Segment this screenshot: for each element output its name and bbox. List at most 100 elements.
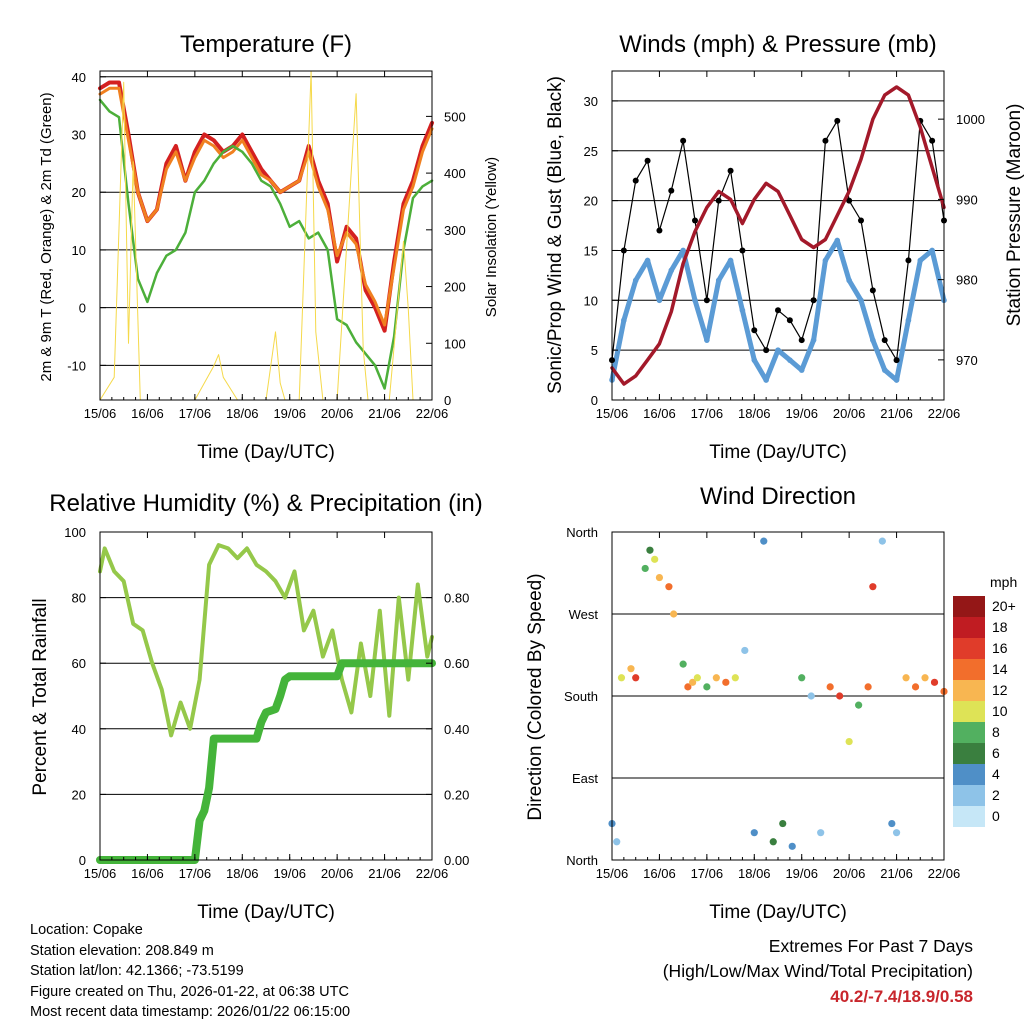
y-tick-label: North xyxy=(566,853,598,868)
x-tick-label: 15/06 xyxy=(596,406,629,421)
x-tick-label: 19/06 xyxy=(273,406,306,421)
solar-insolation-line xyxy=(99,70,433,401)
direction-point xyxy=(741,646,749,655)
x-tick-label: 21/06 xyxy=(880,866,913,881)
figure-created: Figure created on Thu, 2026-01-22, at 06… xyxy=(30,983,349,1000)
x-tick-label: 21/06 xyxy=(368,406,401,421)
legend-label: 6 xyxy=(992,745,1000,761)
extremes-heading: Extremes For Past 7 Days xyxy=(768,936,973,956)
x-tick-label: 20/06 xyxy=(321,866,354,881)
y-tick-label: West xyxy=(569,607,599,622)
direction-point xyxy=(911,683,920,691)
y-right-tick-label: 0 xyxy=(444,393,451,408)
x-tick-label: 17/06 xyxy=(691,406,724,421)
y-right-tick-label: 0.40 xyxy=(444,722,469,737)
temperature-title: Temperature (F) xyxy=(180,31,352,58)
y-right-tick-label: 0.00 xyxy=(444,853,469,868)
temperature-panel: Temperature (F) Time (Day/UTC) 2m & 9m T… xyxy=(38,31,500,463)
station-latlon: Station lat/lon: 42.1366; -73.5199 xyxy=(30,963,244,979)
direction-point xyxy=(641,564,649,573)
x-tick-label: 15/06 xyxy=(596,866,629,881)
x-tick-label: 22/06 xyxy=(416,866,449,881)
direction-point xyxy=(779,819,787,828)
legend-label: 16 xyxy=(992,640,1008,656)
direction-plot: 15/06 16/06 17/06 18/06 19/06 20/06 21/06 22/06… xyxy=(564,525,960,881)
y-right-tick-label: 200 xyxy=(444,280,466,295)
y-tick-label: 30 xyxy=(72,127,86,142)
x-tick-label: 20/06 xyxy=(833,406,866,421)
direction-point xyxy=(798,674,806,682)
direction-point xyxy=(826,683,834,691)
direction-point xyxy=(689,678,697,686)
y-tick-label: 20 xyxy=(584,194,598,209)
legend-swatch xyxy=(953,659,985,680)
legend-label: 4 xyxy=(992,766,1000,782)
total-precipitation-line xyxy=(96,659,436,864)
y-tick-label: 0 xyxy=(79,301,86,316)
direction-point xyxy=(864,683,872,691)
legend-swatch xyxy=(953,617,985,638)
x-tick-label: 17/06 xyxy=(179,406,212,421)
x-tick-label: 19/06 xyxy=(785,866,818,881)
temperature-ylabel: 2m & 9m T (Red, Orange) & 2m Td (Green) xyxy=(38,92,55,381)
x-tick-label: 19/06 xyxy=(785,406,818,421)
direction-point xyxy=(627,665,635,673)
direction-point xyxy=(845,737,853,746)
x-tick-label: 21/06 xyxy=(368,866,401,881)
y-tick-label: 10 xyxy=(72,243,86,258)
y-tick-label: 0 xyxy=(79,853,86,868)
y-right-tick-label: 970 xyxy=(956,353,978,368)
direction-point xyxy=(712,674,720,682)
direction-point xyxy=(892,829,901,837)
relative-humidity-line xyxy=(98,543,434,738)
x-tick-label: 15/06 xyxy=(84,406,117,421)
direction-point xyxy=(750,829,758,837)
direction-point xyxy=(769,838,777,846)
direction-point xyxy=(722,678,730,686)
y-tick-label: North xyxy=(566,525,598,540)
y-tick-label: 80 xyxy=(72,591,86,606)
y-tick-label: 10 xyxy=(584,293,598,308)
x-tick-label: 16/06 xyxy=(643,866,676,881)
direction-point xyxy=(655,573,664,582)
wind-line xyxy=(609,238,947,383)
y-tick-label: 60 xyxy=(72,656,86,671)
y-right-tick-label: 990 xyxy=(956,192,978,207)
winds-xlabel: Time (Day/UTC) xyxy=(709,442,847,463)
humidity-panel: Relative Humidity (%) & Precipitation (i… xyxy=(30,490,483,923)
extremes-value: 40.2/-7.4/18.9/0.58 xyxy=(830,987,973,1006)
x-tick-label: 15/06 xyxy=(84,866,117,881)
direction-point xyxy=(617,674,626,682)
x-tick-label: 20/06 xyxy=(833,866,866,881)
x-tick-label: 22/06 xyxy=(928,406,961,421)
gust-line xyxy=(611,120,945,361)
y-tick-label: 40 xyxy=(72,722,86,737)
winds-ylabel-right: Station Pressure (Maroon) xyxy=(1004,104,1024,327)
direction-point xyxy=(921,674,929,682)
legend-title: mph xyxy=(990,574,1017,590)
x-tick-label: 16/06 xyxy=(131,406,164,421)
direction-point xyxy=(902,674,910,682)
direction-point xyxy=(878,537,886,545)
direction-point xyxy=(807,692,815,700)
legend-swatch xyxy=(953,638,985,659)
y-right-tick-label: 100 xyxy=(444,336,466,351)
y-tick-label: East xyxy=(572,771,598,786)
legend-label: 12 xyxy=(992,682,1008,698)
speed-legend: mph 0 2 4 6 8 10 12 14 16 18 20+ xyxy=(953,574,1017,827)
y-tick-label: 40 xyxy=(72,70,86,85)
direction-point xyxy=(632,674,640,682)
direction-point xyxy=(731,674,739,682)
winds-panel: Winds (mph) & Pressure (mb) Time (Day/UT… xyxy=(545,31,1024,463)
humidity-ylabel: Percent & Total Rainfall xyxy=(30,598,51,795)
legend-swatch xyxy=(953,596,985,617)
x-tick-label: 16/06 xyxy=(643,406,676,421)
direction-point xyxy=(665,583,673,591)
x-tick-label: 19/06 xyxy=(273,866,306,881)
direction-point xyxy=(646,546,654,554)
legend-label: 0 xyxy=(992,808,1000,824)
2m-td-line xyxy=(98,98,434,390)
legend-label: 2 xyxy=(992,787,1000,803)
y-right-tick-label: 1000 xyxy=(956,112,985,127)
x-tick-label: 22/06 xyxy=(928,866,961,881)
